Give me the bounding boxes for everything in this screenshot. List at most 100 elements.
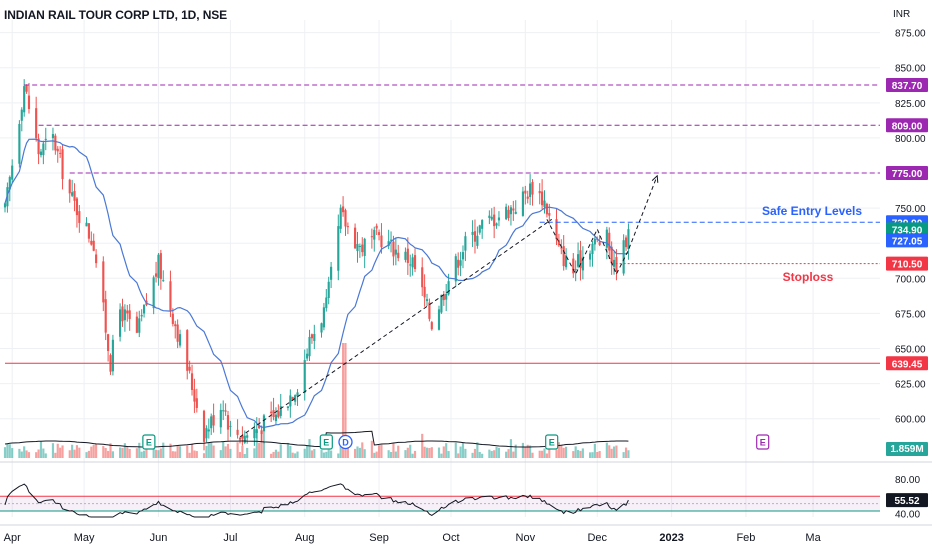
volume-bar (577, 450, 580, 458)
candle (145, 293, 148, 307)
volume-bar (169, 443, 172, 458)
candle (370, 228, 373, 249)
candle (294, 394, 297, 406)
earnings-event-icon[interactable]: E (319, 434, 333, 450)
volume-bar (509, 439, 513, 458)
volume-bar (473, 448, 477, 458)
volume-bar (11, 448, 14, 458)
volume-bar (339, 445, 342, 458)
volume-bar (565, 446, 568, 458)
volume-bar (162, 442, 165, 458)
svg-text:E: E (549, 438, 555, 448)
volume-bar (306, 445, 309, 458)
volume-bar (579, 450, 582, 458)
candle (25, 84, 28, 94)
candle (521, 186, 525, 217)
candle (176, 319, 179, 349)
candle (190, 364, 194, 396)
x-axis: Apr May Jun Jul Aug Sep Oct Nov Dec 2023 Feb Ma (4, 532, 822, 544)
candle (413, 248, 417, 273)
x-tick-label: Oct (442, 532, 459, 544)
candle (308, 329, 311, 361)
candle (354, 223, 357, 249)
volume-bar (109, 443, 112, 458)
candle (363, 237, 366, 269)
candle (373, 226, 376, 252)
volume-bar (572, 451, 575, 458)
candle (440, 294, 443, 314)
candle (135, 311, 138, 334)
volume-bar (344, 343, 347, 458)
svg-text:727.05: 727.05 (892, 236, 923, 247)
candle (464, 231, 467, 262)
volume-bar (411, 453, 414, 458)
candle (524, 185, 527, 205)
volume-bar (246, 447, 249, 458)
volume-bar (497, 447, 501, 458)
earnings-event-icon[interactable]: E (545, 434, 559, 450)
volume-bar (464, 448, 467, 458)
volume-bar (260, 431, 263, 458)
candle (126, 304, 129, 322)
volume-bar (238, 452, 242, 458)
volume-bar (524, 447, 527, 458)
candle (581, 246, 584, 280)
volume-bar (512, 451, 515, 458)
candle (478, 224, 481, 235)
candle (577, 242, 580, 269)
volume-bar (538, 450, 541, 458)
candle (310, 333, 313, 344)
candle (277, 404, 280, 419)
volume-bar (526, 444, 529, 458)
volume-bar (128, 448, 131, 458)
candle (615, 249, 618, 281)
dividend-event-icon[interactable]: D (338, 434, 353, 450)
candle (445, 284, 448, 312)
candle (322, 302, 325, 331)
volume-bar (27, 452, 31, 458)
candle (121, 298, 124, 327)
volume-bar (375, 451, 378, 458)
volume-bar (87, 450, 91, 458)
candle (35, 96, 38, 142)
candle (195, 388, 198, 413)
volume-bar (370, 440, 373, 458)
candle (557, 233, 560, 248)
volume-bar (178, 446, 182, 458)
volume-bar (90, 446, 93, 458)
volume-bar (274, 449, 278, 458)
candle (78, 204, 81, 233)
candle (18, 120, 21, 168)
candle (622, 234, 625, 276)
candle (579, 240, 582, 281)
volume-bar (373, 452, 376, 458)
candle (392, 235, 395, 266)
candle (562, 235, 565, 271)
volume-bar (342, 343, 345, 458)
y-tick-label: 875.00 (895, 29, 926, 40)
y-tick-label: 700.00 (895, 274, 926, 285)
trendline[interactable] (239, 218, 552, 438)
candle (61, 144, 64, 190)
pattern-path[interactable] (546, 175, 658, 276)
earnings-event-icon[interactable]: E (142, 434, 156, 450)
candle (375, 223, 378, 235)
candle (505, 203, 508, 221)
currency-label: INR (893, 9, 910, 20)
volume-bar (541, 450, 544, 458)
x-tick-label: Aug (295, 532, 315, 544)
earnings-event-icon[interactable]: E (756, 434, 770, 450)
volume-bar (279, 444, 282, 458)
x-tick-label: Sep (369, 532, 389, 544)
volume-bar (627, 450, 630, 458)
volume-bar (591, 452, 594, 458)
volume-bar (152, 444, 155, 458)
candle (162, 270, 165, 282)
candle (481, 219, 484, 239)
volume-bar (471, 452, 474, 458)
candle (529, 174, 532, 206)
x-tick-label: Ma (805, 532, 821, 544)
volume-bar (363, 449, 366, 458)
candle (241, 426, 244, 446)
